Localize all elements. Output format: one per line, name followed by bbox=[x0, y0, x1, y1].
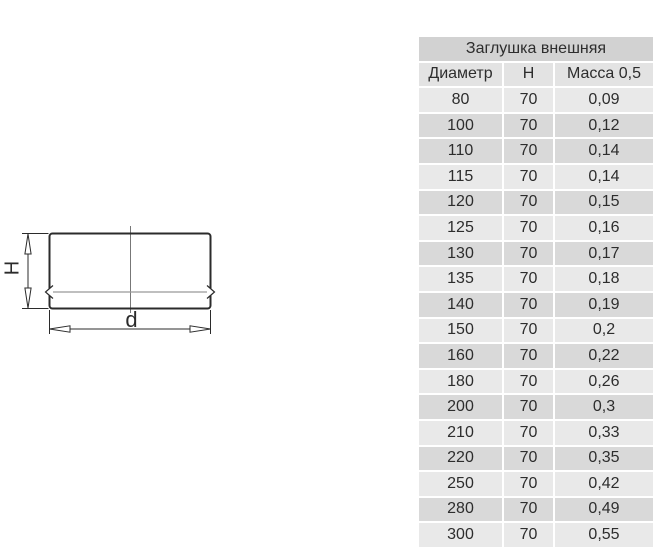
cell-mass: 0,19 bbox=[555, 292, 653, 319]
cell-diameter: 115 bbox=[419, 164, 504, 191]
table-row: 150 70 0,2 bbox=[419, 318, 653, 345]
cell-h: 70 bbox=[504, 164, 555, 191]
height-dimension-label: H bbox=[1, 261, 23, 275]
cell-mass: 0,22 bbox=[555, 344, 653, 370]
table-row: 135 70 0,18 bbox=[419, 267, 653, 293]
cell-diameter: 210 bbox=[419, 420, 504, 447]
cell-mass: 0,16 bbox=[555, 216, 653, 242]
table-row: 210 70 0,33 bbox=[419, 420, 653, 447]
table-row: 300 70 0,55 bbox=[419, 523, 653, 549]
table-row: 80 70 0,09 bbox=[419, 88, 653, 114]
cell-diameter: 80 bbox=[419, 88, 504, 114]
cell-mass: 0,26 bbox=[555, 369, 653, 396]
table-row: 125 70 0,16 bbox=[419, 216, 653, 242]
cell-diameter: 280 bbox=[419, 497, 504, 524]
arrow-right-icon bbox=[189, 325, 211, 333]
cell-h: 70 bbox=[504, 318, 555, 345]
cell-h: 70 bbox=[504, 190, 555, 217]
table-row: 280 70 0,49 bbox=[419, 497, 653, 524]
cell-mass: 0,2 bbox=[555, 318, 653, 345]
spec-table: Заглушка внешняя Диаметр H Масса 0,5 80 … bbox=[419, 37, 653, 549]
part-outline bbox=[48, 232, 212, 310]
table-row: 200 70 0,3 bbox=[419, 395, 653, 421]
cell-diameter: 200 bbox=[419, 395, 504, 421]
cell-mass: 0,49 bbox=[555, 497, 653, 524]
cell-diameter: 130 bbox=[419, 241, 504, 268]
cell-diameter: 125 bbox=[419, 216, 504, 242]
cell-mass: 0,15 bbox=[555, 190, 653, 217]
table-row: 120 70 0,15 bbox=[419, 190, 653, 217]
cell-h: 70 bbox=[504, 344, 555, 370]
cell-diameter: 135 bbox=[419, 267, 504, 293]
table-row: 140 70 0,19 bbox=[419, 292, 653, 319]
cell-diameter: 220 bbox=[419, 446, 504, 473]
cell-diameter: 100 bbox=[419, 113, 504, 140]
cell-diameter: 300 bbox=[419, 523, 504, 549]
cell-diameter: 110 bbox=[419, 139, 504, 165]
cell-diameter: 160 bbox=[419, 344, 504, 370]
cell-mass: 0,42 bbox=[555, 472, 653, 498]
table-title-row: Заглушка внешняя bbox=[419, 37, 653, 63]
cell-mass: 0,33 bbox=[555, 420, 653, 447]
cell-mass: 0,55 bbox=[555, 523, 653, 549]
cell-h: 70 bbox=[504, 420, 555, 447]
cell-mass: 0,09 bbox=[555, 88, 653, 114]
table-row: 110 70 0,14 bbox=[419, 139, 653, 165]
cell-diameter: 140 bbox=[419, 292, 504, 319]
technical-drawing: H d bbox=[1, 226, 216, 334]
cell-mass: 0,18 bbox=[555, 267, 653, 293]
cell-diameter: 120 bbox=[419, 190, 504, 217]
column-header-h: H bbox=[504, 62, 555, 89]
cell-h: 70 bbox=[504, 113, 555, 140]
table-body: 80 70 0,09 100 70 0,12 110 70 0,14 115 7… bbox=[419, 88, 653, 549]
seam-crimp-left bbox=[44, 285, 54, 299]
table-row: 115 70 0,14 bbox=[419, 164, 653, 191]
arrow-up-icon bbox=[24, 233, 32, 255]
cell-mass: 0,12 bbox=[555, 113, 653, 140]
cell-h: 70 bbox=[504, 369, 555, 396]
cell-diameter: 180 bbox=[419, 369, 504, 396]
arrow-left-icon bbox=[49, 325, 71, 333]
table-row: 130 70 0,17 bbox=[419, 241, 653, 268]
cell-h: 70 bbox=[504, 241, 555, 268]
cell-h: 70 bbox=[504, 292, 555, 319]
cell-h: 70 bbox=[504, 523, 555, 549]
cell-h: 70 bbox=[504, 139, 555, 165]
cell-mass: 0,3 bbox=[555, 395, 653, 421]
cell-mass: 0,14 bbox=[555, 139, 653, 165]
diameter-dimension-label: d bbox=[125, 307, 137, 332]
cell-h: 70 bbox=[504, 472, 555, 498]
cell-mass: 0,17 bbox=[555, 241, 653, 268]
table-row: 100 70 0,12 bbox=[419, 113, 653, 140]
cell-mass: 0,35 bbox=[555, 446, 653, 473]
cell-diameter: 150 bbox=[419, 318, 504, 345]
table-row: 220 70 0,35 bbox=[419, 446, 653, 473]
table-title: Заглушка внешняя bbox=[419, 37, 653, 63]
column-header-mass: Масса 0,5 bbox=[555, 62, 653, 89]
cell-h: 70 bbox=[504, 267, 555, 293]
column-header-diameter: Диаметр bbox=[419, 62, 504, 89]
seam-crimp-right bbox=[206, 285, 216, 299]
table-row: 180 70 0,26 bbox=[419, 369, 653, 396]
table-row: 160 70 0,22 bbox=[419, 344, 653, 370]
cell-diameter: 250 bbox=[419, 472, 504, 498]
cell-h: 70 bbox=[504, 446, 555, 473]
table-header-row: Диаметр H Масса 0,5 bbox=[419, 62, 653, 89]
table-row: 250 70 0,42 bbox=[419, 472, 653, 498]
cell-mass: 0,14 bbox=[555, 164, 653, 191]
cell-h: 70 bbox=[504, 497, 555, 524]
cell-h: 70 bbox=[504, 88, 555, 114]
cell-h: 70 bbox=[504, 395, 555, 421]
cell-h: 70 bbox=[504, 216, 555, 242]
arrow-down-icon bbox=[24, 287, 32, 309]
